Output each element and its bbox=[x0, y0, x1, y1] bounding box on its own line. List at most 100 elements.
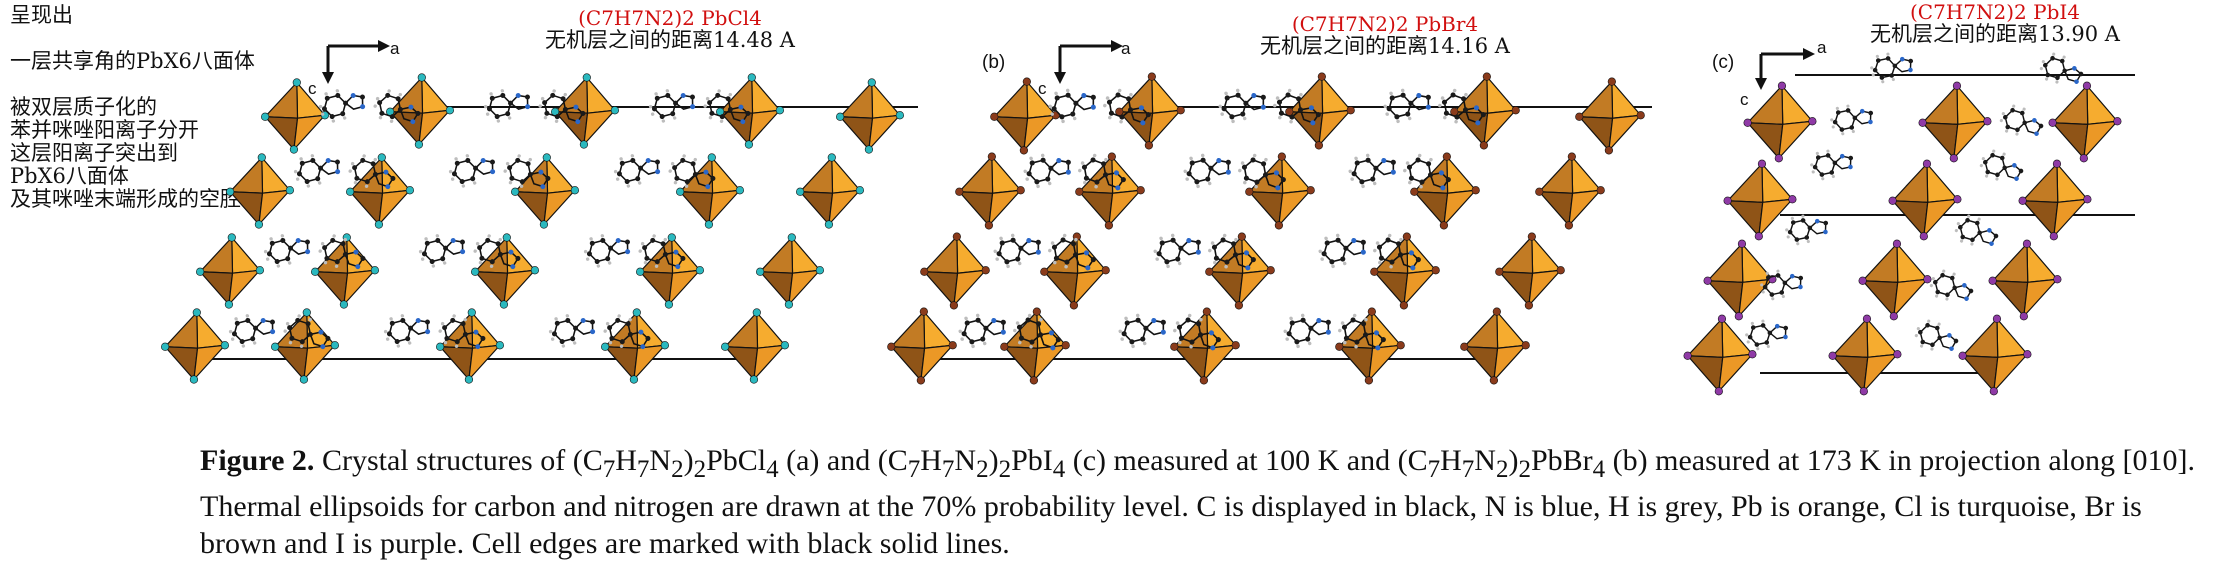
octahedron-c-8-halide-atom-2 bbox=[2019, 312, 2028, 321]
octahedron-b-11 bbox=[1040, 232, 1110, 310]
caption-text-15: PbBr bbox=[1530, 444, 1593, 477]
benzimidazolium-c-5-carbon-0 bbox=[2002, 165, 2007, 171]
octahedron-c-6-halide-atom-2 bbox=[1734, 312, 1743, 321]
octahedron-b-6-halide-atom-1 bbox=[1136, 186, 1145, 195]
benzimidazolium-b-11-carbon-5 bbox=[1426, 161, 1432, 167]
benzimidazolium-b-12-hydrogen-0 bbox=[993, 249, 998, 254]
octahedron-b-9 bbox=[1535, 152, 1605, 230]
benzimidazolium-a-10-carbon-bridge bbox=[654, 159, 660, 165]
benzimidazolium-a-20-hydrogen-0 bbox=[383, 329, 388, 334]
benzimidazolium-b-2-carbon-0 bbox=[1243, 100, 1249, 106]
benzimidazolium-b-6-hydrogen-5 bbox=[1047, 181, 1052, 186]
benzimidazolium-b-18-hydrogen-3 bbox=[975, 313, 980, 318]
benzimidazolium-a-6-hydrogen-3 bbox=[310, 154, 315, 158]
benzimidazolium-a-22-hydrogen-5 bbox=[572, 341, 577, 345]
benzimidazolium-b-19-hydrogen-1 bbox=[1013, 328, 1017, 333]
octahedron-c-10 bbox=[1828, 314, 1902, 396]
axis-label-c-panel-a: c bbox=[308, 79, 317, 98]
benzimidazolium-b-3-hydrogen-3 bbox=[1299, 92, 1303, 97]
benzimidazolium-b-16-hydrogen-0 bbox=[1318, 249, 1323, 254]
benzimidazolium-b-0-hydrogen-3 bbox=[1065, 88, 1070, 93]
benzimidazolium-b-1-hydrogen-2 bbox=[1117, 88, 1122, 93]
benzimidazolium-c-8-hydrogen-5 bbox=[1781, 294, 1785, 299]
benzimidazolium-a-4-hydrogen-5 bbox=[672, 116, 677, 120]
benzimidazolium-b-12-carbon-2 bbox=[1004, 259, 1010, 265]
benzimidazolium-a-14-hydrogen-2 bbox=[424, 237, 428, 241]
benzimidazolium-a-0-carbon-bridge bbox=[359, 94, 365, 100]
benzimidazolium-a-0-hydrogen-4 bbox=[331, 119, 336, 123]
benzimidazolium-b-18-nitrogen-2 bbox=[1000, 329, 1006, 335]
benzimidazolium-c-9-hydrogen-0 bbox=[1931, 277, 1935, 281]
benzimidazolium-a-2-carbon-3 bbox=[486, 106, 492, 112]
benzimidazolium-b-19-nitrogen-1 bbox=[1048, 330, 1055, 336]
benzimidazolium-a-3-hydrogen-3 bbox=[563, 92, 567, 97]
benzimidazolium-c-2-nitrogen-1 bbox=[1859, 108, 1865, 114]
octahedron-b-18-halide-atom-1 bbox=[1396, 341, 1405, 350]
benzimidazolium-a-10-hydrogen-5 bbox=[637, 181, 642, 185]
benzimidazolium-b-0-hydrogen-5 bbox=[1072, 116, 1077, 121]
benzimidazolium-a-4-hydrogen-1 bbox=[650, 112, 655, 116]
benzimidazolium-b-23-carbon-1 bbox=[1354, 339, 1360, 345]
octahedron-c-1-halide-atom-0 bbox=[1952, 81, 1962, 90]
benzimidazolium-c-5-carbon-3 bbox=[1983, 159, 1988, 165]
benzimidazolium-b-23-hydrogen-3 bbox=[1364, 317, 1368, 322]
benzimidazolium-a-15-carbon-1 bbox=[489, 259, 495, 265]
benzimidazolium-a-9-carbon-2 bbox=[509, 175, 515, 181]
benzimidazolium-a-5-hydrogen-1 bbox=[703, 104, 707, 108]
octahedron-a-12 bbox=[471, 233, 539, 309]
octahedron-a-9 bbox=[796, 153, 864, 229]
benzimidazolium-b-7-hydrogen-4 bbox=[1083, 180, 1087, 185]
octahedron-c-8 bbox=[1988, 239, 2062, 321]
benzimidazolium-a-16-carbon-0 bbox=[608, 245, 614, 251]
benzimidazolium-b-9 bbox=[1238, 153, 1286, 191]
octahedron-c-6-halide-atom-0 bbox=[1737, 239, 1747, 248]
octahedron-c-11 bbox=[1958, 314, 2032, 396]
benzimidazolium-c-7-carbon-2 bbox=[1960, 234, 1966, 240]
benzimidazolium-b-8-carbon-1 bbox=[1205, 176, 1211, 182]
octahedron-a-13-halide-atom-3 bbox=[636, 267, 645, 276]
benzimidazolium-b-3-hydrogen-2 bbox=[1287, 88, 1292, 93]
benzimidazolium-a-5 bbox=[703, 89, 751, 125]
benzimidazolium-a-18-hydrogen-1 bbox=[230, 337, 235, 341]
benzimidazolium-c-5-hydrogen-2 bbox=[1992, 149, 1996, 153]
note-line-1: 呈现出 bbox=[10, 3, 73, 27]
benzimidazolium-b-20-hydrogen-4 bbox=[1131, 344, 1135, 349]
octahedron-c-9-halide-atom-0 bbox=[1717, 314, 1727, 323]
octahedron-a-1-halide-atom-2 bbox=[414, 140, 424, 149]
octahedron-a-6-halide-atom-2 bbox=[374, 220, 384, 229]
benzimidazolium-a-0-carbon-5 bbox=[335, 92, 341, 98]
benzimidazolium-c-1 bbox=[2039, 52, 2084, 84]
benzimidazolium-b-1 bbox=[1103, 88, 1151, 126]
benzimidazolium-b-18-carbon-3 bbox=[961, 331, 967, 337]
benzimidazolium-a-19-hydrogen-5 bbox=[299, 344, 304, 348]
benzimidazolium-b-20-carbon-4 bbox=[1124, 320, 1130, 326]
octahedron-a-2-halide-atom-1 bbox=[610, 106, 619, 115]
benzimidazolium-b-0-carbon-0 bbox=[1073, 100, 1079, 106]
caption-sub-12: 7 bbox=[1461, 456, 1475, 483]
benzimidazolium-a-2-carbon-4 bbox=[489, 95, 495, 101]
benzimidazolium-a-15-carbon-bridge bbox=[515, 255, 521, 261]
axis-label-a-panel-a: a bbox=[390, 39, 400, 58]
benzimidazolium-a-10-hydrogen-3 bbox=[630, 154, 635, 158]
benzimidazolium-a-11-hydrogen-5 bbox=[684, 184, 689, 188]
benzimidazolium-a-0-carbon-3 bbox=[321, 106, 327, 112]
benzimidazolium-c-11-hydrogen-4 bbox=[1919, 344, 1924, 348]
benzimidazolium-a-4-hydrogen-0 bbox=[648, 104, 653, 109]
benzimidazolium-b-15-hydrogen-2 bbox=[1222, 233, 1227, 238]
benzimidazolium-c-3-carbon-3 bbox=[2003, 114, 2008, 120]
benzimidazolium-c-6-carbon-1 bbox=[1804, 235, 1810, 240]
benzimidazolium-a-5-hydrogen-0 bbox=[705, 96, 710, 101]
benzimidazolium-b-19-nitrogen-2 bbox=[1050, 345, 1056, 351]
benzimidazolium-a-5-carbon-5 bbox=[725, 96, 731, 102]
benzimidazolium-a-11-nitrogen-1 bbox=[703, 169, 709, 175]
benzimidazolium-a-0-carbon-0 bbox=[343, 100, 349, 106]
benzimidazolium-b-17-carbon-bridge bbox=[1415, 257, 1421, 263]
benzimidazolium-b-1-hydrogen-5 bbox=[1119, 119, 1123, 124]
benzimidazolium-a-21-carbon-0 bbox=[462, 331, 468, 337]
benzimidazolium-b-3-hydrogen-4 bbox=[1278, 115, 1282, 120]
benzimidazolium-c-1-carbon-5 bbox=[2059, 58, 2065, 64]
octahedron-a-14-halide-atom-3 bbox=[756, 267, 765, 276]
benzimidazolium-a-3-hydrogen-5 bbox=[554, 119, 559, 123]
benzimidazolium-c-0-hydrogen-5 bbox=[1891, 77, 1895, 82]
benzimidazolium-b-16-nitrogen-2 bbox=[1360, 249, 1366, 255]
